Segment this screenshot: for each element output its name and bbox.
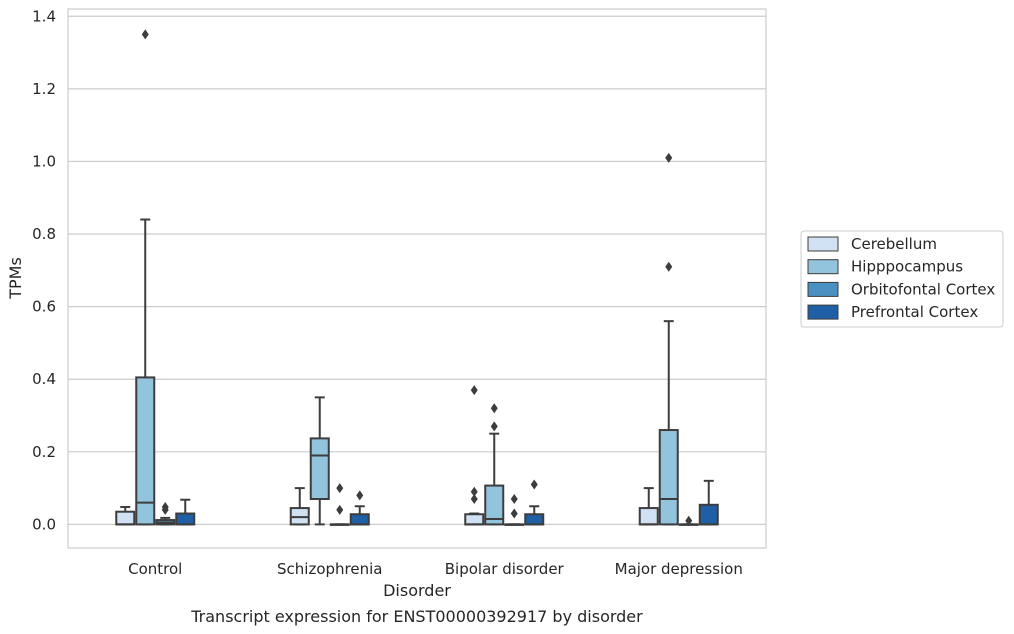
x-tick-label: Bipolar disorder [445, 560, 565, 578]
legend-swatch [807, 304, 839, 320]
outlier-point [510, 508, 518, 519]
outlier-point [470, 494, 478, 504]
chart-caption: Transcript expression for ENST0000039291… [190, 607, 643, 626]
grid-lines [68, 15, 766, 526]
box-hipppocampus [658, 152, 679, 526]
iqr-box [484, 484, 505, 526]
legend-label: Orbitofontal Cortex [851, 280, 995, 298]
x-tick-label: Control [128, 560, 182, 578]
outlier-point [665, 152, 673, 163]
outlier-point [470, 486, 478, 497]
outlier-point [530, 479, 538, 490]
y-tick-label: 1.0 [32, 152, 56, 170]
outlier-point [685, 515, 693, 526]
legend-frame [800, 230, 1004, 328]
iqr-box [349, 513, 370, 526]
box-prefrontal-cortex [524, 479, 545, 526]
outlier-point [490, 403, 498, 414]
box-prefrontal-cortex [349, 490, 370, 526]
iqr-box [638, 507, 659, 526]
y-axis-label: TPMs [6, 257, 25, 300]
legend-entry: Orbitofontal Cortex [807, 280, 995, 298]
outlier-point [490, 421, 498, 432]
legend-swatch [807, 281, 839, 297]
iqr-box [524, 513, 545, 526]
iqr-box [115, 510, 136, 526]
box-orbitofontal-cortex [504, 494, 525, 526]
iqr-box [698, 503, 719, 526]
legend-entry: Cerebellum [807, 235, 937, 253]
legend-label: Hipppocampus [851, 258, 963, 276]
legend-entry: Hipppocampus [807, 258, 963, 276]
boxes [115, 29, 719, 526]
box-cerebellum [115, 505, 136, 526]
legend-entry: Prefrontal Cortex [807, 303, 978, 321]
iqr-box [309, 437, 330, 501]
box-hipppocampus [484, 403, 505, 526]
y-tick-label: 1.4 [32, 7, 56, 25]
box-cerebellum [289, 487, 310, 526]
legend-label: Cerebellum [851, 235, 937, 253]
outlier-point [141, 29, 149, 40]
y-tick-label: 0.0 [32, 515, 56, 533]
y-tick-label: 0.4 [32, 370, 56, 388]
legend-label: Prefrontal Cortex [851, 303, 978, 321]
outlier-point [510, 494, 518, 504]
legend-swatch [807, 236, 839, 252]
box-hipppocampus [309, 396, 330, 526]
box-orbitofontal-cortex [329, 483, 350, 526]
y-tick-label: 0.8 [32, 225, 56, 243]
x-tick-label: Major depression [615, 560, 743, 578]
y-tick-label: 0.6 [32, 298, 56, 316]
outlier-point [470, 385, 478, 396]
outlier-point [665, 261, 673, 272]
iqr-box [175, 512, 196, 526]
box-cerebellum [464, 385, 485, 526]
outlier-point [336, 504, 344, 515]
outlier-point [336, 483, 344, 494]
iqr-box [658, 429, 679, 526]
y-axis-ticks: 0.0 0.2 0.4 0.6 0.8 1.0 1.2 1.4 [32, 7, 56, 533]
legend: Cerebellum Hipppocampus Orbitofontal Corte… [800, 230, 1004, 328]
x-axis-ticks: Control Schizophrenia Bipolar disorder Majo… [128, 560, 743, 578]
outlier-point [356, 490, 364, 501]
outlier-point [161, 501, 169, 512]
iqr-box [135, 376, 156, 526]
box-prefrontal-cortex [698, 479, 719, 526]
box-hipppocampus [135, 29, 156, 526]
x-axis-label: Disorder [383, 581, 451, 600]
box-orbitofontal-cortex [678, 515, 699, 526]
x-tick-label: Schizophrenia [277, 560, 382, 578]
iqr-box [464, 513, 485, 526]
box-orbitofontal-cortex [155, 501, 176, 526]
y-tick-label: 0.2 [32, 443, 56, 461]
plot-frame [67, 8, 767, 549]
box-cerebellum [638, 487, 659, 526]
box-prefrontal-cortex [175, 498, 196, 526]
legend-swatch [807, 259, 839, 275]
y-tick-label: 1.2 [32, 80, 56, 98]
